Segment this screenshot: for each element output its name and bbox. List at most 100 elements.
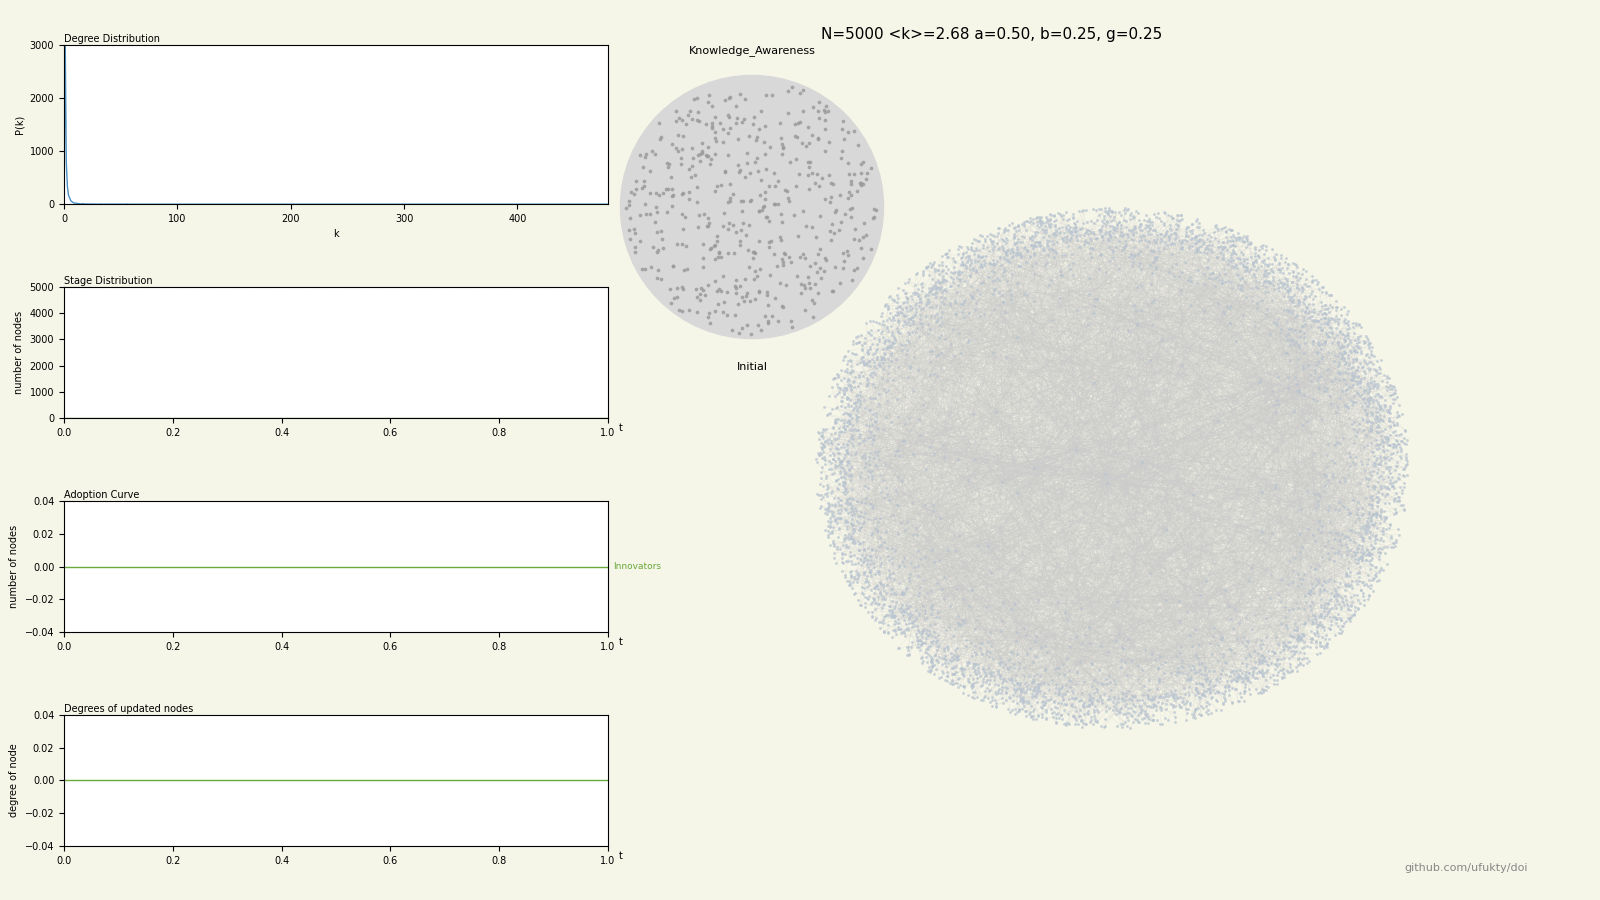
- Point: [1192, 688, 1218, 703]
- Point: [1125, 206, 1150, 220]
- Point: [821, 452, 846, 466]
- Point: [1360, 501, 1386, 516]
- Point: [898, 607, 923, 621]
- Point: [1280, 265, 1306, 279]
- Point: [949, 250, 974, 265]
- Point: [936, 243, 962, 257]
- Point: [1126, 233, 1152, 248]
- Point: [1194, 240, 1219, 255]
- Point: [978, 683, 1003, 698]
- Point: [1286, 383, 1312, 398]
- Point: [822, 556, 848, 571]
- Point: [1365, 506, 1390, 520]
- Point: [1128, 705, 1154, 719]
- Point: [1315, 636, 1341, 651]
- Point: [984, 254, 1010, 268]
- Point: [928, 670, 954, 684]
- Point: [1014, 685, 1040, 699]
- Point: [1096, 202, 1122, 217]
- Point: [1342, 552, 1368, 566]
- Point: [1262, 657, 1288, 671]
- Point: [1299, 309, 1325, 323]
- Point: [869, 601, 894, 616]
- Point: [1288, 280, 1314, 294]
- Point: [864, 338, 890, 352]
- Point: [962, 303, 987, 318]
- Point: [1395, 454, 1421, 468]
- Point: [1322, 627, 1347, 642]
- Point: [1291, 617, 1317, 632]
- Point: [850, 343, 875, 357]
- Point: [1125, 318, 1150, 332]
- Point: [1120, 212, 1146, 226]
- Point: [1053, 718, 1078, 733]
- Point: [1366, 399, 1392, 413]
- Point: [1370, 487, 1395, 501]
- Point: [814, 507, 840, 521]
- Point: [1198, 242, 1224, 256]
- Point: [677, 104, 702, 118]
- Point: [1366, 491, 1392, 506]
- Point: [1150, 216, 1176, 230]
- Point: [933, 659, 958, 673]
- Point: [1090, 219, 1115, 233]
- Point: [894, 312, 920, 327]
- Point: [1330, 338, 1355, 352]
- Point: [702, 110, 728, 124]
- Point: [826, 522, 851, 536]
- Point: [1219, 695, 1245, 709]
- Point: [910, 598, 936, 613]
- Point: [1026, 680, 1051, 695]
- Point: [1205, 220, 1230, 235]
- Point: [826, 436, 851, 451]
- Point: [1136, 214, 1162, 229]
- Point: [827, 452, 853, 466]
- Point: [1221, 646, 1246, 661]
- Point: [1341, 588, 1366, 602]
- Point: [944, 641, 970, 655]
- Point: [840, 375, 866, 390]
- Point: [918, 283, 944, 297]
- Point: [699, 152, 725, 166]
- Point: [942, 659, 968, 673]
- Point: [1224, 670, 1250, 685]
- Point: [1013, 240, 1038, 255]
- Point: [1338, 380, 1363, 394]
- Point: [1005, 239, 1030, 254]
- Point: [1170, 666, 1195, 680]
- Point: [1363, 437, 1389, 452]
- Point: [1333, 355, 1358, 369]
- Point: [1091, 209, 1117, 223]
- Point: [1376, 496, 1402, 510]
- Point: [1093, 218, 1118, 232]
- Point: [1320, 470, 1346, 484]
- Point: [1205, 295, 1230, 310]
- Point: [955, 672, 981, 687]
- Point: [824, 400, 850, 414]
- Point: [846, 388, 872, 402]
- Text: t: t: [619, 423, 622, 433]
- Point: [842, 524, 867, 538]
- Point: [837, 473, 862, 488]
- Point: [1048, 707, 1074, 722]
- Point: [862, 520, 888, 535]
- Point: [1003, 673, 1029, 688]
- Point: [1310, 601, 1336, 616]
- Point: [1360, 527, 1386, 542]
- Point: [1259, 568, 1285, 582]
- Point: [1128, 217, 1154, 231]
- Point: [1237, 573, 1262, 588]
- Point: [1317, 313, 1342, 328]
- Point: [1298, 310, 1323, 324]
- Point: [1291, 658, 1317, 672]
- Point: [941, 260, 966, 274]
- Point: [814, 500, 840, 515]
- Point: [1344, 507, 1370, 521]
- Point: [1147, 716, 1173, 731]
- Point: [829, 454, 854, 469]
- Point: [864, 203, 890, 218]
- Point: [1306, 587, 1331, 601]
- Point: [1098, 691, 1123, 706]
- Point: [1005, 696, 1030, 710]
- Point: [1274, 332, 1299, 347]
